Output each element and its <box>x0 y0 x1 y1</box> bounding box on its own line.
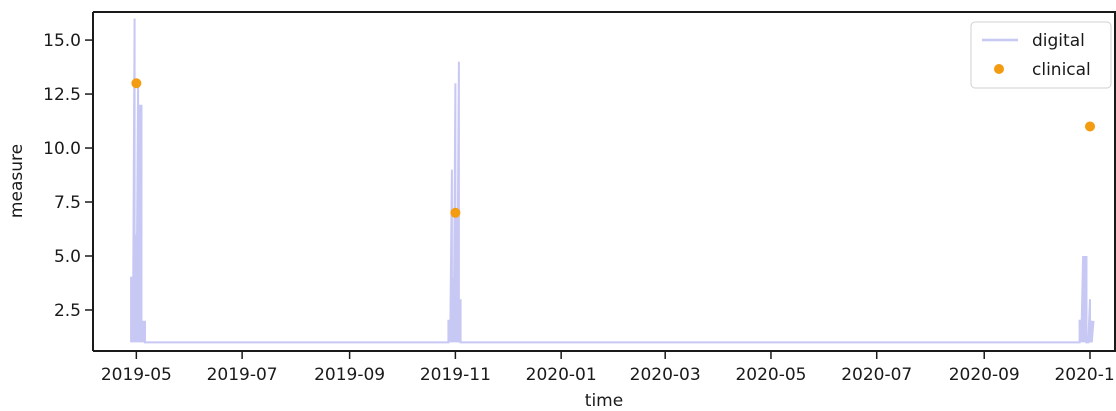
y-tick-label: 15.0 <box>43 31 81 51</box>
legend-digital-label: digital <box>1032 31 1085 51</box>
y-tick-label: 5.0 <box>54 247 81 267</box>
legend: digital clinical <box>970 21 1112 89</box>
legend-clinical-label: clinical <box>1032 60 1091 80</box>
y-axis-ticks: 2.5 5.0 7.5 10.0 12.5 15.0 <box>43 31 93 321</box>
clinical-point <box>131 78 142 89</box>
y-axis-label: measure <box>7 144 27 218</box>
x-tick-label: 2019-11 <box>420 365 491 385</box>
x-tick-label: 2020-11 <box>1054 365 1116 385</box>
digital-series <box>130 18 1095 344</box>
x-axis-label: time <box>585 391 623 411</box>
x-tick-label: 2019-09 <box>314 365 385 385</box>
legend-clinical-swatch <box>994 64 1004 74</box>
clinical-point <box>450 207 461 218</box>
y-tick-label: 12.5 <box>43 85 81 105</box>
x-tick-label: 2020-03 <box>630 365 701 385</box>
x-tick-label: 2020-05 <box>735 365 806 385</box>
x-tick-label: 2019-07 <box>207 365 278 385</box>
clinical-point <box>1084 121 1095 132</box>
x-tick-label: 2020-01 <box>526 365 597 385</box>
y-tick-label: 2.5 <box>54 301 81 321</box>
clinical-series <box>131 78 1095 218</box>
x-tick-label: 2020-09 <box>949 365 1020 385</box>
y-tick-label: 10.0 <box>43 139 81 159</box>
y-tick-label: 7.5 <box>54 193 81 213</box>
x-tick-label: 2019-05 <box>101 365 172 385</box>
legend-frame <box>970 21 1112 89</box>
plot-background <box>93 12 1116 351</box>
x-axis-ticks: 2019-05 2019-07 2019-09 2019-11 2020-01 2020-… <box>101 351 1116 385</box>
x-tick-label: 2020-07 <box>841 365 912 385</box>
digital-line <box>130 18 1095 344</box>
